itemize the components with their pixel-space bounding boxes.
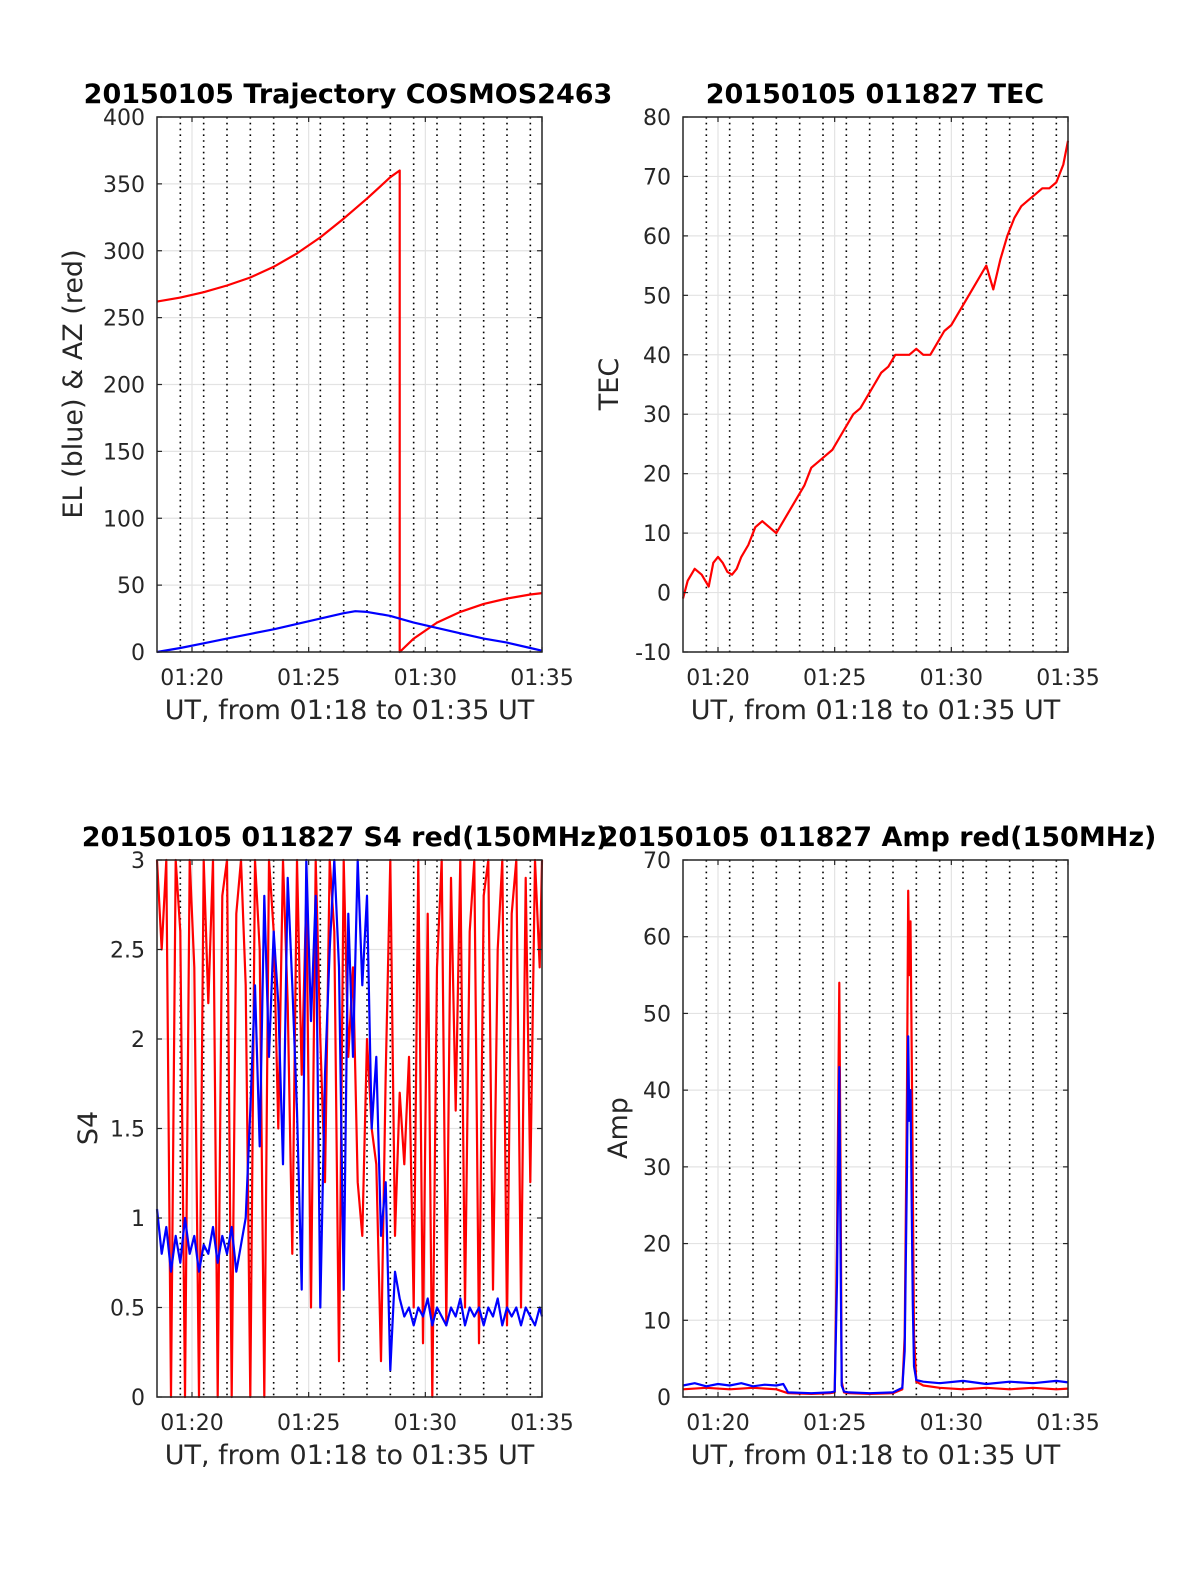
y-tick-label: 0 bbox=[131, 1386, 145, 1411]
y-axis-label: TEC bbox=[594, 358, 625, 411]
x-tick-label: 01:25 bbox=[277, 666, 340, 691]
y-tick-label: 30 bbox=[643, 403, 671, 428]
x-tick-label: 01:30 bbox=[394, 1411, 457, 1436]
chart-panel-2: -10 0 10 20 30 40 50 60 70 80 01:20 01:25 01:30 01:35… bbox=[594, 79, 1100, 726]
x-tick-label: 01:20 bbox=[160, 1411, 223, 1436]
y-tick-label: 20 bbox=[643, 1233, 671, 1258]
x-axis-label: UT, from 01:18 to 01:35 UT bbox=[165, 695, 535, 726]
x-tick-label: 01:25 bbox=[803, 666, 866, 691]
y-tick-label: 100 bbox=[103, 507, 145, 532]
x-tick-label: 01:25 bbox=[277, 1411, 340, 1436]
y-tick-label: 400 bbox=[103, 106, 145, 131]
chart-title: 20150105 011827 S4 red(150MHz) bbox=[82, 822, 609, 853]
y-axis-label: Amp bbox=[603, 1097, 634, 1159]
series-line-1 bbox=[156, 169, 543, 654]
y-tick-label: 10 bbox=[643, 522, 671, 547]
y-axis-label: EL (blue) & AZ (red) bbox=[58, 249, 89, 518]
y-tick-label: 30 bbox=[643, 1156, 671, 1181]
x-tick-label: 01:30 bbox=[394, 666, 457, 691]
y-tick-label: 200 bbox=[103, 374, 145, 399]
series-line-2 bbox=[156, 610, 543, 654]
chart-title: 20150105 011827 TEC bbox=[706, 79, 1045, 110]
chart-title: 20150105 Trajectory COSMOS2463 bbox=[84, 79, 613, 110]
y-tick-label: 2 bbox=[131, 1028, 145, 1053]
chart-title: 20150105 011827 Amp red(150MHz) bbox=[600, 822, 1157, 853]
x-axis-label: UT, from 01:18 to 01:35 UT bbox=[165, 1440, 535, 1471]
y-tick-label: 300 bbox=[103, 240, 145, 265]
y-tick-label: 0 bbox=[131, 641, 145, 666]
y-tick-label: 50 bbox=[643, 1002, 671, 1027]
x-tick-label: 01:20 bbox=[160, 666, 223, 691]
y-tick-label: 350 bbox=[103, 173, 145, 198]
y-tick-label: 70 bbox=[643, 849, 671, 874]
x-axis-label: UT, from 01:18 to 01:35 UT bbox=[691, 695, 1061, 726]
y-tick-label: 20 bbox=[643, 463, 671, 488]
series-line-2 bbox=[155, 858, 544, 1372]
y-tick-label: 2.5 bbox=[110, 939, 145, 964]
series-line-2 bbox=[682, 1035, 1069, 1395]
chart-panel-4: 0 10 20 30 40 50 60 70 01:20 01:25 01:30 01:35 20150… bbox=[600, 822, 1157, 1471]
axes-frame bbox=[682, 116, 1069, 653]
y-tick-label: 60 bbox=[643, 225, 671, 250]
x-axis-label: UT, from 01:18 to 01:35 UT bbox=[691, 1440, 1061, 1471]
y-axis-label: S4 bbox=[73, 1111, 104, 1145]
y-tick-label: 40 bbox=[643, 344, 671, 369]
x-tick-label: 01:30 bbox=[920, 666, 983, 691]
y-tick-label: 250 bbox=[103, 307, 145, 332]
y-tick-label: 150 bbox=[103, 440, 145, 465]
y-tick-label: -10 bbox=[635, 641, 671, 666]
y-tick-label: 60 bbox=[643, 926, 671, 951]
x-tick-label: 01:20 bbox=[686, 666, 749, 691]
y-tick-label: 50 bbox=[117, 574, 145, 599]
x-tick-label: 01:35 bbox=[1036, 1411, 1099, 1436]
x-tick-label: 01:35 bbox=[510, 666, 573, 691]
x-tick-label: 01:25 bbox=[803, 1411, 866, 1436]
series-line-1 bbox=[681, 140, 1070, 599]
y-tick-label: 1 bbox=[131, 1207, 145, 1232]
x-tick-label: 01:35 bbox=[510, 1411, 573, 1436]
x-tick-label: 01:30 bbox=[920, 1411, 983, 1436]
y-tick-label: 0 bbox=[657, 582, 671, 607]
y-tick-label: 3 bbox=[131, 849, 145, 874]
chart-panel-1: 0 50 100 150 200 250 300 350 400 01:20 01:25 01:30 0… bbox=[58, 79, 612, 726]
y-tick-label: 80 bbox=[643, 106, 671, 131]
chart-panel-3: 0 0.5 1 1.5 2 2.5 3 01:20 01:25 01:30 01:35 2015010… bbox=[73, 822, 608, 1471]
y-tick-label: 1.5 bbox=[110, 1118, 145, 1143]
y-tick-label: 70 bbox=[643, 165, 671, 190]
y-tick-label: 0.5 bbox=[110, 1297, 145, 1322]
y-tick-label: 10 bbox=[643, 1309, 671, 1334]
y-tick-label: 0 bbox=[657, 1386, 671, 1411]
y-tick-label: 50 bbox=[643, 284, 671, 309]
x-tick-label: 01:20 bbox=[686, 1411, 749, 1436]
plot-area bbox=[683, 860, 1068, 1397]
x-tick-label: 01:35 bbox=[1036, 666, 1099, 691]
y-tick-label: 40 bbox=[643, 1079, 671, 1104]
axes-frame bbox=[682, 859, 1069, 1398]
